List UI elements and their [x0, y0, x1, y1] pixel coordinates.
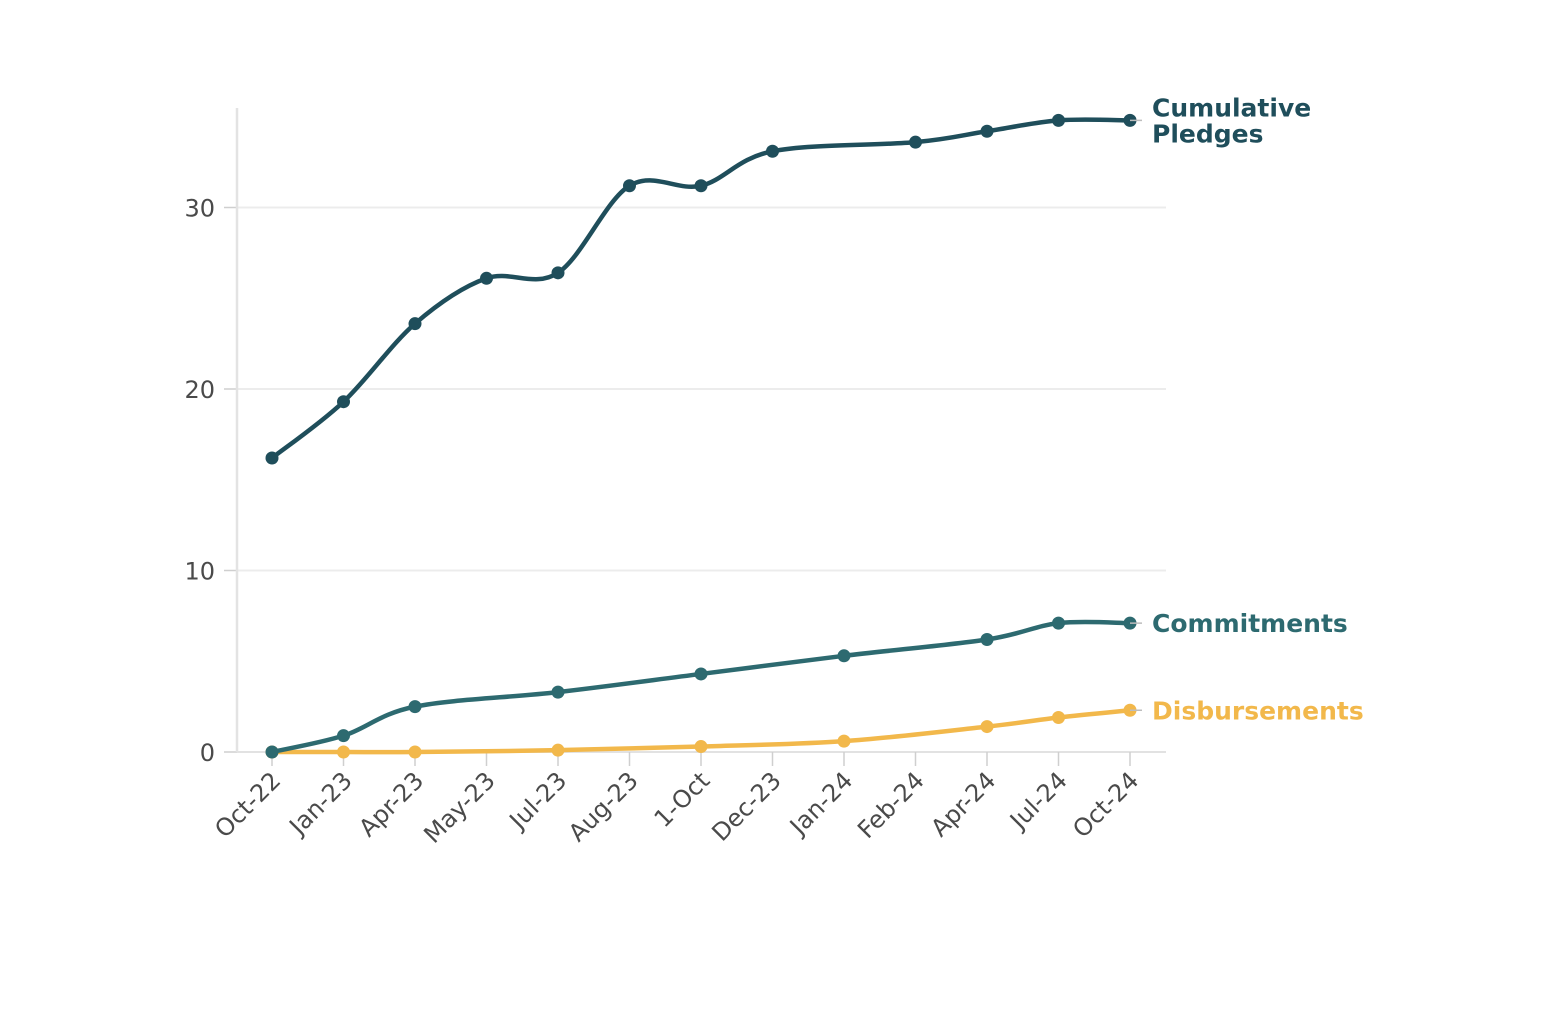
commitments-point	[837, 649, 851, 663]
cumulative-pledges-point	[408, 317, 422, 331]
x-tick-label: Jul-24	[1003, 766, 1072, 835]
x-tick-label: Jan-23	[283, 766, 358, 841]
y-tick-label: 30	[184, 195, 215, 223]
disbursements-point	[694, 740, 708, 754]
commitments-line	[269, 619, 1133, 755]
commitments-point	[408, 700, 422, 714]
x-tick-label: Apr-24	[925, 766, 1001, 842]
x-tick-label: Oct-24	[1067, 766, 1144, 843]
y-tick-label: 0	[200, 739, 215, 767]
commitments-point	[694, 667, 708, 681]
cumulative-pledges-label: Pledges	[1152, 119, 1263, 148]
disbursements-point	[980, 720, 994, 734]
cumulative-pledges-point	[980, 124, 994, 138]
cumulative-pledges-point	[1052, 113, 1065, 127]
disbursements-point	[337, 745, 350, 759]
disbursements-point	[551, 743, 565, 757]
cumulative-pledges-point	[551, 266, 565, 280]
disbursements-point	[408, 745, 422, 759]
disbursements-label: Disbursements	[1152, 696, 1364, 725]
commitments-point	[337, 729, 350, 743]
x-tick-label: Jan-24	[783, 766, 858, 841]
series-labels: Disbursements Commitments CumulativePledge…	[1130, 93, 1364, 725]
cumulative-pledges-line	[269, 117, 1133, 461]
x-tick-label: Feb-24	[852, 766, 930, 844]
commitments-point	[1052, 616, 1065, 630]
x-tick-label: Apr-23	[353, 766, 429, 842]
cumulative-pledges-point	[623, 179, 636, 193]
x-tick-label: 1-Oct	[649, 766, 716, 833]
commitments-point	[265, 745, 279, 759]
cumulative-pledges-point	[480, 271, 493, 285]
x-tick-label: Dec-23	[706, 766, 786, 846]
commitments-point	[980, 632, 994, 646]
cumulative-pledges-point	[337, 395, 350, 409]
y-tick-label: 10	[184, 558, 215, 586]
x-tick-label: Aug-23	[563, 766, 644, 847]
cumulative-pledges-label: Cumulative	[1152, 93, 1311, 122]
cumulative-pledges-point	[766, 144, 779, 158]
y-tick-label: 20	[184, 376, 215, 404]
disbursements-point	[837, 734, 851, 748]
x-tick-label: Oct-22	[209, 766, 286, 843]
x-tick-label: May-23	[418, 766, 500, 848]
cumulative-pledges-point	[265, 451, 279, 465]
series-lines	[265, 113, 1137, 759]
x-tick-label: Jul-23	[503, 766, 572, 835]
disbursements-point	[1052, 711, 1065, 725]
cumulative-pledges-point	[694, 179, 708, 193]
commitments-point	[551, 685, 565, 699]
cumulative-pledges-point	[909, 135, 922, 149]
commitments-label: Commitments	[1152, 609, 1348, 638]
